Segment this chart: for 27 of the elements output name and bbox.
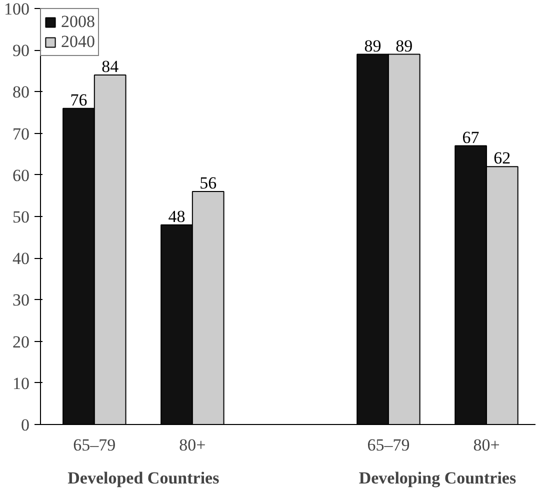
x-tick-label: 65–79 — [73, 436, 116, 454]
y-tick-label: 50 — [12, 208, 30, 226]
x-tick-label: 80+ — [179, 436, 206, 454]
legend-label: 2008 — [61, 12, 95, 32]
y-tick-label: 30 — [12, 290, 30, 310]
data-label: 76 — [70, 90, 88, 110]
y-tick-label: 70 — [12, 124, 30, 144]
y-tick-label: 10 — [12, 374, 30, 393]
y-tick-label: 90 — [12, 41, 30, 60]
data-label: 56 — [200, 174, 217, 193]
y-tick-label: 40 — [12, 249, 30, 268]
text: Developed Countries — [68, 468, 220, 488]
data-label: 89 — [396, 36, 413, 56]
legend-label: 2040 — [61, 32, 95, 52]
data-label: 48 — [168, 206, 186, 226]
data-label: 84 — [102, 57, 120, 76]
data-label: 62 — [494, 148, 511, 168]
x-tick-label: 80+ — [473, 436, 500, 454]
data-label: 67 — [462, 128, 480, 147]
data-label: 89 — [364, 36, 382, 56]
y-tick-label: 20 — [12, 332, 30, 352]
text: Developing Countries — [358, 468, 516, 488]
y-tick-label: 60 — [12, 166, 30, 185]
y-tick-label: 0 — [21, 416, 30, 434]
y-tick-label: 80 — [12, 82, 30, 102]
y-tick-label: 100 — [4, 0, 30, 18]
x-tick-label: 65–79 — [367, 436, 410, 454]
